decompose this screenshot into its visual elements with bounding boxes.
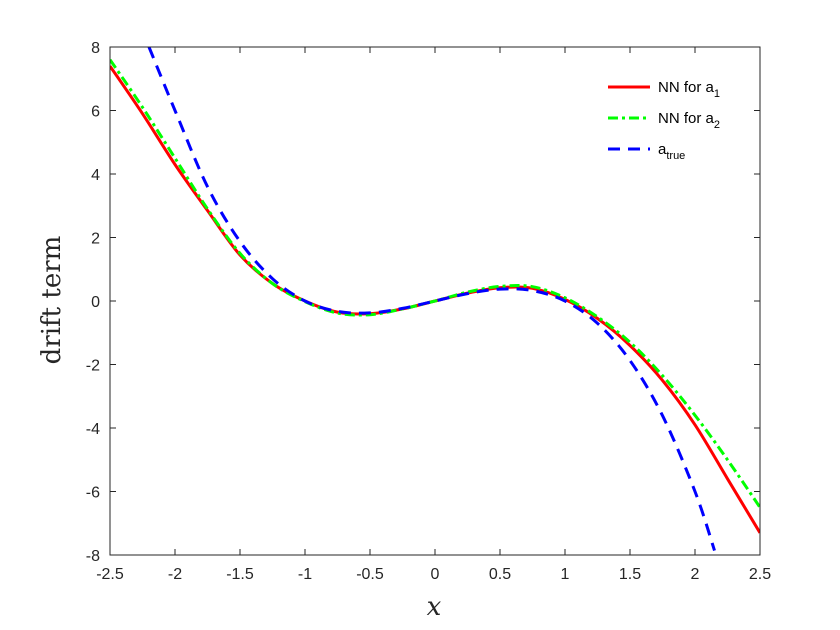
y-tick-label: 4	[91, 167, 100, 184]
x-tick-label: 1	[561, 566, 570, 583]
y-tick-label: -8	[86, 548, 100, 565]
y-tick-label: 2	[91, 231, 100, 248]
x-tick-label: -2	[168, 566, 182, 583]
x-tick-label: -2.5	[96, 566, 124, 583]
x-tick-label: 2	[691, 566, 700, 583]
legend: NN for a1 NN for a2 atrue	[608, 79, 720, 162]
x-tick-label: 0.5	[489, 566, 511, 583]
y-tick-label: -2	[86, 358, 100, 375]
y-tick-label: -6	[86, 485, 100, 502]
x-tick-label: 0	[431, 566, 440, 583]
y-tick-label: 6	[91, 104, 100, 121]
y-tick-label: 8	[91, 40, 100, 57]
axes-layer: -2.5 -2 -1.5 -1 -0.5 0 0.5 1 1.5 2 2.5 -8 -6 -4 -2 0 2 4 6…	[86, 40, 771, 583]
x-tick-label: -0.5	[356, 566, 384, 583]
x-tick-label: 2.5	[749, 566, 771, 583]
series-line-3	[147, 47, 716, 552]
y-tick-label: 0	[91, 294, 100, 311]
y-tick-label: -4	[86, 421, 100, 438]
x-tick-label: -1.5	[226, 566, 254, 583]
x-axis-label: x	[427, 592, 442, 622]
y-axis-label: drift term	[37, 236, 67, 365]
legend-label-1: NN for a1	[658, 79, 720, 100]
legend-label-3: atrue	[658, 141, 685, 162]
legend-label-2: NN for a2	[658, 110, 720, 131]
x-tick-label: -1	[298, 566, 312, 583]
series-layer	[110, 47, 760, 552]
series-line-2	[110, 58, 760, 509]
x-tick-label: 1.5	[619, 566, 641, 583]
